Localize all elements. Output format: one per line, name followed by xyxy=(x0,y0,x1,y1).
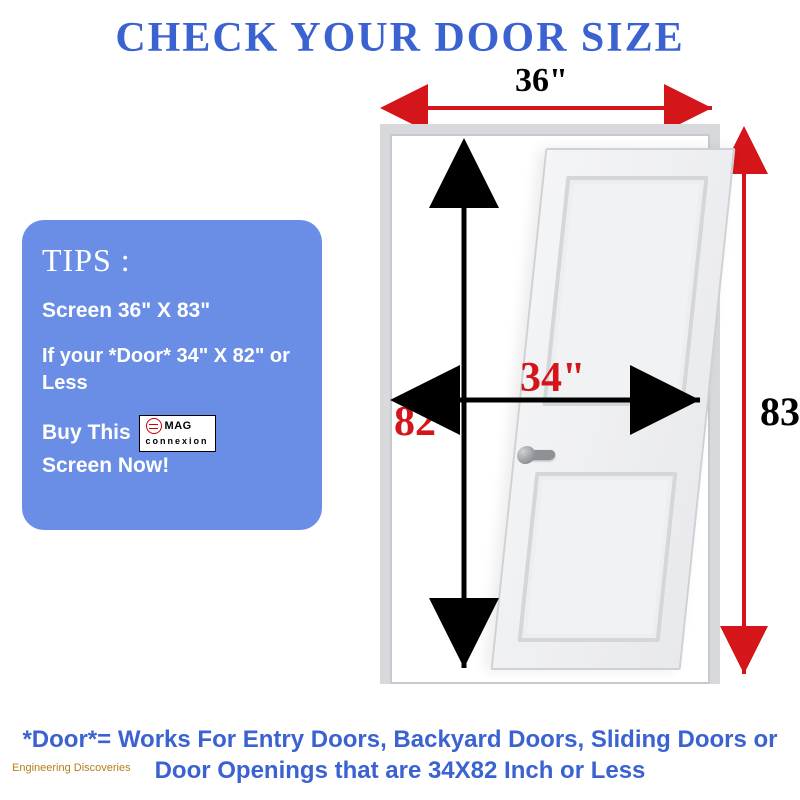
frame-width-label: 36" xyxy=(515,62,568,100)
door-diagram: 36" 83" 82" 34" xyxy=(340,68,780,688)
footnote-text: *Door*= Works For Entry Doors, Backyard … xyxy=(0,724,800,786)
tips-cta-before: Buy This xyxy=(42,421,131,444)
door-width-label: 34" xyxy=(520,354,585,402)
watermark: Engineering Discoveries xyxy=(6,760,137,776)
tips-box: TIPS : Screen 36" X 83" If your *Door* 3… xyxy=(22,220,322,530)
tips-cta: Buy This MAG connexion Screen Now! xyxy=(42,415,302,480)
tips-cta-after: Screen Now! xyxy=(42,454,169,477)
frame-height-label: 83" xyxy=(760,388,800,435)
frame-height-arrow xyxy=(732,124,756,684)
door-knob xyxy=(525,450,556,460)
tips-line-1: Screen 36" X 83" xyxy=(42,297,302,325)
door-panel-bottom xyxy=(518,472,678,642)
logo-text-top: MAG xyxy=(165,420,192,432)
tips-heading: TIPS : xyxy=(42,242,302,279)
mag-connexion-logo: MAG connexion xyxy=(139,415,216,452)
tips-line-2: If your *Door* 34" X 82" or Less xyxy=(42,343,302,397)
logo-text-bottom: connexion xyxy=(146,436,209,446)
page-title: CHECK YOUR DOOR SIZE xyxy=(0,0,800,62)
